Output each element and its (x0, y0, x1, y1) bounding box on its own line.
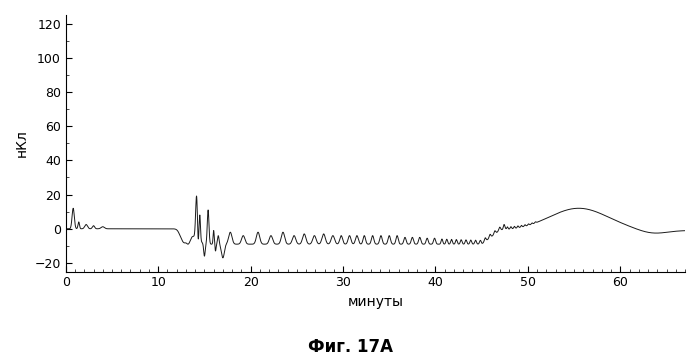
X-axis label: минуты: минуты (347, 295, 403, 309)
Text: Фиг. 17А: Фиг. 17А (307, 339, 393, 356)
Y-axis label: нКл: нКл (15, 129, 29, 157)
